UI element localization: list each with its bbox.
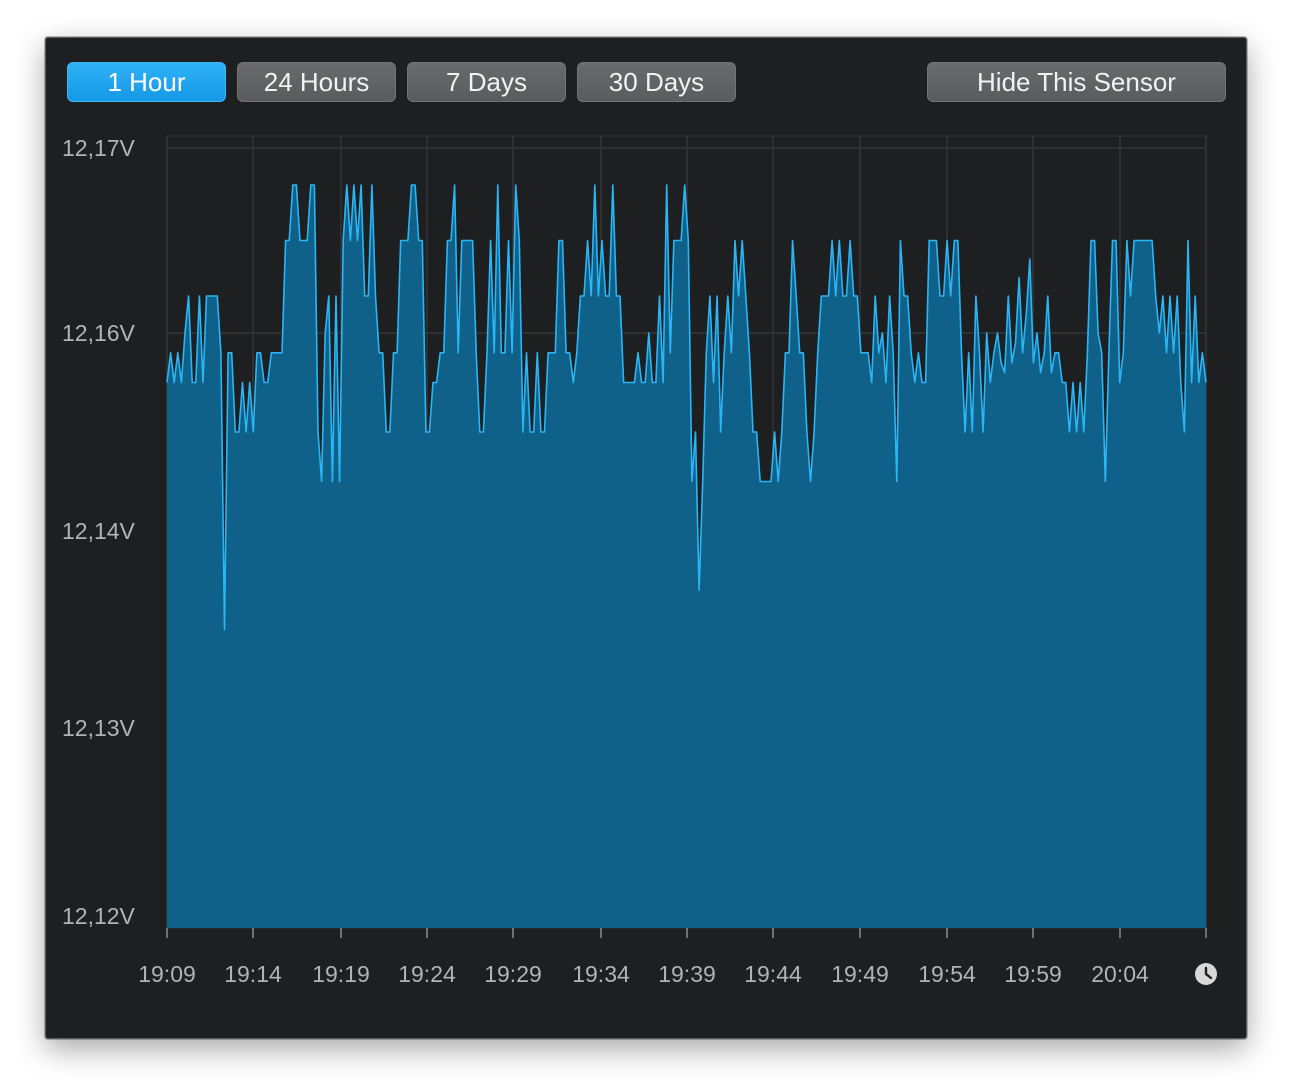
x-tick-label: 19:09 bbox=[138, 961, 196, 987]
x-tick-label: 19:54 bbox=[918, 961, 976, 987]
x-tick-label: 19:29 bbox=[484, 961, 542, 987]
y-tick-label: 12,16V bbox=[62, 320, 136, 346]
x-tick-label: 19:49 bbox=[831, 961, 889, 987]
range-7-days-button[interactable]: 7 Days bbox=[407, 62, 566, 102]
x-tick-label: 19:39 bbox=[658, 961, 716, 987]
y-tick-label: 12,12V bbox=[62, 903, 136, 929]
x-tick-label: 19:59 bbox=[1004, 961, 1062, 987]
range-1-hour-button[interactable]: 1 Hour bbox=[67, 62, 226, 102]
x-tick-label: 19:24 bbox=[398, 961, 456, 987]
range-30-days-button[interactable]: 30 Days bbox=[577, 62, 736, 102]
clock-icon[interactable] bbox=[1195, 963, 1217, 985]
x-axis-labels: 19:09 19:14 19:19 19:24 19:29 19:34 19:39 19:44… bbox=[138, 961, 1149, 987]
sensor-history-window: 1 Hour 24 Hours 7 Days 30 Days Hide This… bbox=[45, 37, 1247, 1039]
x-tick-label: 19:19 bbox=[312, 961, 370, 987]
y-tick-label: 12,14V bbox=[62, 518, 136, 544]
y-axis-labels: 12,17V 12,16V 12,14V 12,13V 12,12V bbox=[62, 135, 136, 929]
voltage-line bbox=[166, 184, 1207, 631]
voltage-area bbox=[167, 185, 1206, 928]
chart-marks bbox=[166, 184, 1207, 928]
x-tick-label: 19:34 bbox=[572, 961, 630, 987]
hide-sensor-button[interactable]: Hide This Sensor bbox=[927, 62, 1226, 102]
x-tick-label: 19:44 bbox=[744, 961, 802, 987]
x-tick-label: 19:14 bbox=[224, 961, 282, 987]
x-axis-ticks bbox=[166, 928, 1207, 938]
y-tick-label: 12,17V bbox=[62, 135, 136, 161]
range-24-hours-button[interactable]: 24 Hours bbox=[237, 62, 396, 102]
voltage-chart: 12,17V 12,16V 12,14V 12,13V 12,12V 19:09 19:1… bbox=[62, 135, 1217, 987]
x-tick-label: 20:04 bbox=[1091, 961, 1149, 987]
y-tick-label: 12,13V bbox=[62, 715, 136, 741]
